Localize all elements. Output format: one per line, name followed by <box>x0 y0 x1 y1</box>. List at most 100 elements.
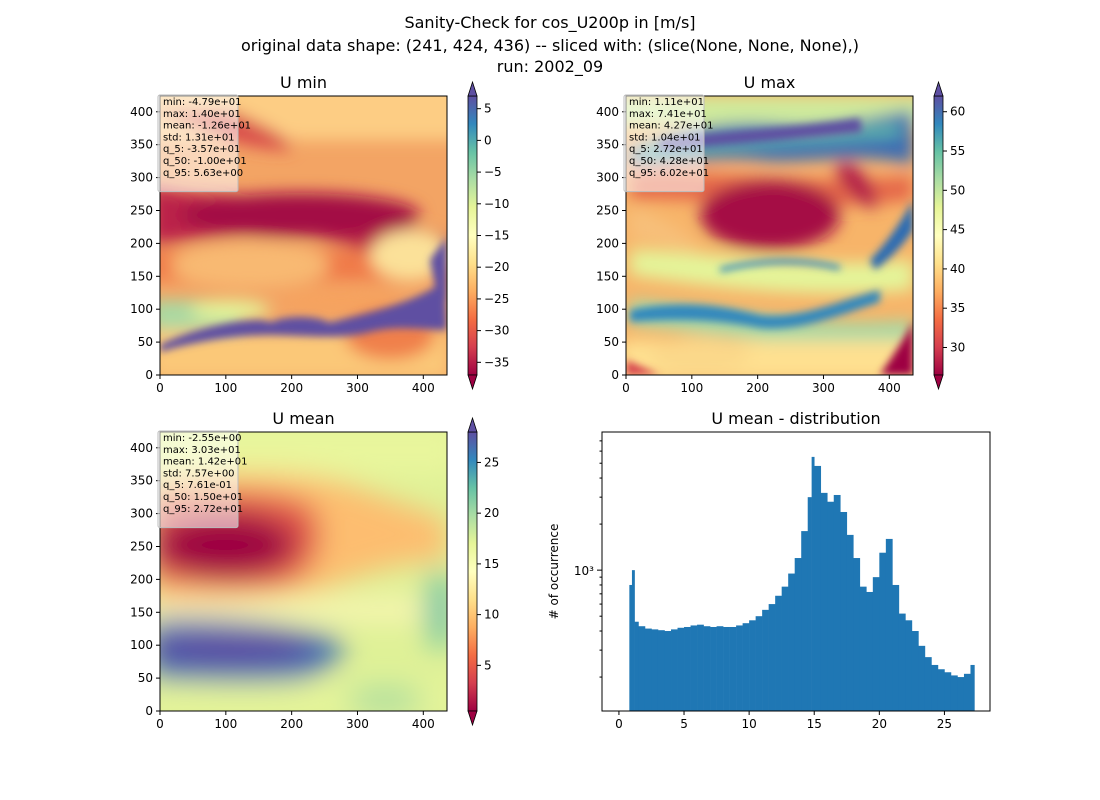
histogram-bar <box>729 626 737 711</box>
u-min-title: U min <box>280 73 327 92</box>
u-mean-ytick-label: 0 <box>145 704 153 718</box>
histogram-bar <box>872 577 880 711</box>
histogram-bar <box>944 672 952 711</box>
u-mean-xtick-label: 300 <box>346 717 369 731</box>
histogram-bars <box>629 456 975 711</box>
histogram-ytick-label: 10³ <box>574 564 594 578</box>
u-min-stats-box <box>157 94 239 193</box>
histogram-bar <box>716 626 724 711</box>
u-min-stat-line: q_50: -1.00e+01 <box>163 156 247 167</box>
u-min-colorbar-tick-label: 5 <box>484 102 492 116</box>
histogram-bar <box>671 629 678 711</box>
histogram-bar <box>768 604 776 711</box>
u-min-stat-line: mean: -1.26e+01 <box>163 121 251 132</box>
u-min-stat-line: std: 1.31e+01 <box>163 132 235 143</box>
u-mean-xtick-label: 0 <box>156 717 164 731</box>
u-min-ytick-label: 300 <box>130 171 153 185</box>
u-min-ytick-label: 250 <box>130 203 153 217</box>
u-max-colorbar <box>933 95 944 376</box>
figure-title-line-2: original data shape: (241, 424, 436) -- … <box>241 36 859 55</box>
u-min-xtick-label: 100 <box>214 381 237 395</box>
u-max-ytick-label: 300 <box>596 171 619 185</box>
histogram-bar <box>879 552 887 711</box>
histogram-bar <box>762 609 769 711</box>
histogram-bar <box>859 586 867 711</box>
histogram-bar <box>820 492 828 711</box>
u-min-colorbar-tick-label: −10 <box>484 197 509 211</box>
u-mean-heatmap <box>160 432 447 711</box>
u-mean-stat-line: q_50: 1.50e+01 <box>163 492 243 503</box>
u-max-ytick-label: 0 <box>611 368 619 382</box>
histogram-bar <box>710 626 717 711</box>
u-mean-ytick-label: 200 <box>130 572 153 586</box>
u-mean-stat-line: mean: 1.42e+01 <box>163 457 247 468</box>
u-max-colorbar-tick-label: 60 <box>950 105 965 119</box>
u-mean-colorbar-min-extend <box>467 710 478 727</box>
u-max-stat-line: std: 1.04e+01 <box>629 132 701 143</box>
u-max-colorbar-min-extend <box>933 374 944 391</box>
u-mean-colorbar-tick-label: 20 <box>484 506 499 520</box>
u-min-ytick-label: 150 <box>130 269 153 283</box>
histogram-bar <box>970 664 975 711</box>
u-max-xtick-label: 300 <box>812 381 835 395</box>
u-mean-ytick-label: 350 <box>130 474 153 488</box>
histogram-xtick-label: 5 <box>680 717 688 731</box>
u-mean-ytick-label: 300 <box>130 507 153 521</box>
u-min-xtick-label: 300 <box>346 381 369 395</box>
figure-title-line-1: Sanity-Check for cos_U200p in [m/s] <box>404 13 696 32</box>
u-mean-ytick-label: 50 <box>138 671 153 685</box>
figure-title-line-3: run: 2002_09 <box>496 57 604 76</box>
u-max-stat-line: max: 7.41e+01 <box>629 109 707 120</box>
u-mean-colorbar-max-extend <box>467 416 478 433</box>
histogram-bar <box>697 624 704 711</box>
histogram-bar <box>742 623 750 711</box>
u-mean-stats-box <box>157 430 239 529</box>
u-mean-ytick-label: 150 <box>130 605 153 619</box>
u-mean-ytick-label: 100 <box>130 638 153 652</box>
u-max-ytick-label: 150 <box>596 269 619 283</box>
u-min-colorbar-tick-label: −20 <box>484 260 509 274</box>
histogram-bar <box>898 613 906 711</box>
histogram-bar <box>690 625 698 711</box>
histogram-xtick-label: 0 <box>615 717 623 731</box>
histogram-bar <box>833 494 841 711</box>
histogram-bar <box>629 584 633 711</box>
histogram-bar <box>631 570 635 711</box>
histogram-bar <box>775 595 782 711</box>
u-max-title: U max <box>744 73 796 92</box>
histogram-bar <box>846 534 854 711</box>
u-min-ytick-label: 200 <box>130 236 153 250</box>
u-min-ytick-label: 400 <box>130 105 153 119</box>
u-max-stat-line: mean: 4.27e+01 <box>629 121 713 132</box>
histogram-bar <box>736 625 743 711</box>
histogram-bar <box>957 677 965 711</box>
histogram-bar <box>931 664 939 711</box>
histogram-bar <box>892 584 900 711</box>
u-mean-colorbar-tick-label: 5 <box>484 658 492 672</box>
u-max-colorbar-tick-label: 35 <box>950 301 965 315</box>
u-mean-stat-line: max: 3.03e+01 <box>163 445 241 456</box>
u-max-ytick-label: 350 <box>596 138 619 152</box>
u-min-colorbar-tick-label: −25 <box>484 292 509 306</box>
u-mean-xtick-label: 400 <box>412 717 435 731</box>
histogram-bar <box>664 631 672 711</box>
histogram-bar <box>963 673 971 711</box>
histogram-xtick-label: 25 <box>937 717 952 731</box>
histogram-bar <box>924 657 932 711</box>
histogram-bar <box>814 465 822 711</box>
u-mean-ytick-label: 250 <box>130 539 153 553</box>
histogram-bar <box>911 631 919 711</box>
u-mean-colorbar-tick-label: 10 <box>484 608 499 622</box>
u-min-xtick-label: 0 <box>156 381 164 395</box>
histogram-bar <box>853 558 861 711</box>
histogram-bar <box>918 645 926 711</box>
u-min-colorbar-tick-label: −35 <box>484 355 509 369</box>
u-min-colorbar <box>467 95 478 376</box>
histogram-xtick-label: 10 <box>741 717 756 731</box>
u-max-stat-line: q_95: 6.02e+01 <box>629 168 709 179</box>
u-mean-ytick-label: 400 <box>130 441 153 455</box>
u-max-colorbar-tick-label: 30 <box>950 340 965 354</box>
histogram-bar <box>723 626 730 711</box>
